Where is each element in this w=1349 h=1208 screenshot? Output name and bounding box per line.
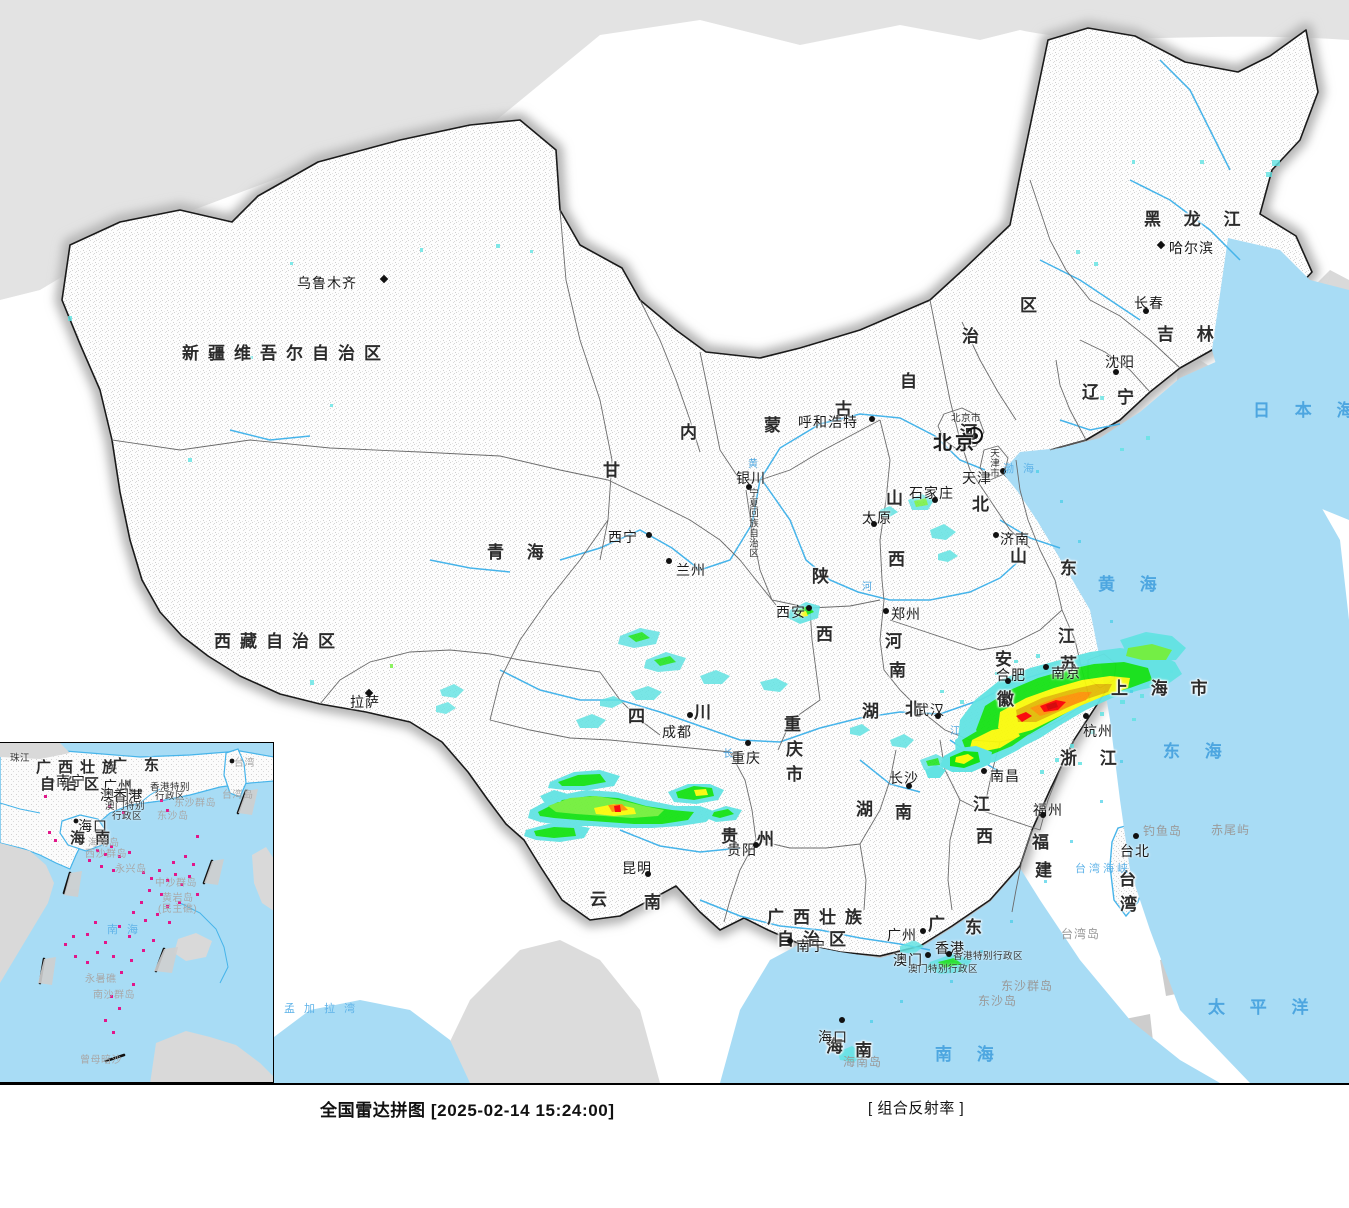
city-marker-dot: [993, 532, 999, 538]
city-marker-dot: [925, 952, 931, 958]
city-marker-dot: [981, 768, 987, 774]
city-marker-dot: [935, 713, 941, 719]
city-marker-dot: [666, 558, 672, 564]
city-marker-dot: [1005, 678, 1011, 684]
national-radar-map[interactable]: 新疆维吾尔自治区 西藏自治区青 海甘内蒙古自治区黑 龙 江吉 林辽宁河北山西山东陕…: [0, 0, 1349, 1083]
echo-jiangxi: [925, 746, 992, 778]
echo-northeast: [1076, 160, 1280, 451]
city-marker-dot: [883, 608, 889, 614]
city-marker-dot: [1043, 664, 1049, 670]
city-marker-dot: [753, 842, 759, 848]
city-marker-dot: [1113, 369, 1119, 375]
city-marker-dot: [787, 938, 793, 944]
city-marker-dot: [806, 605, 812, 611]
city-marker-dot: [946, 951, 952, 957]
city-marker-dot: [839, 1017, 845, 1023]
city-marker-dot: [645, 871, 651, 877]
page-title: 全国雷达拼图 [2025-02-14 15:24:00]: [320, 1101, 615, 1120]
city-marker-dot: [1133, 833, 1139, 839]
echo-yunnan: [524, 770, 742, 842]
city-marker-dot: [687, 712, 693, 718]
city-marker-dot: [1143, 308, 1149, 314]
city-marker-dot: [1000, 468, 1006, 474]
city-marker-dot: [646, 532, 652, 538]
city-marker-dot: [871, 521, 877, 527]
beijing-capital-marker: [966, 427, 983, 444]
echo-north: [880, 494, 958, 562]
city-marker-dot: [932, 497, 938, 503]
city-marker-dot: [746, 484, 752, 490]
city-marker-dot: [920, 928, 926, 934]
south-china-sea-inset[interactable]: 广西壮族 自治区广东南宁 广州 澳门 香港 香港特别 行政区 澳门特别 行政区 海口海南海南岛 西沙…: [0, 742, 274, 1083]
echo-south-coast: [838, 940, 972, 1062]
product-type-label: [ 组合反射率 ]: [868, 1100, 965, 1117]
footer-title-row: 全国雷达拼图 [2025-02-14 15:24:00] [ 组合反射率 ]: [0, 1096, 1349, 1120]
city-marker-dot: [1040, 812, 1046, 818]
echo-sichuan: [576, 628, 788, 728]
city-marker-dot: [745, 740, 751, 746]
legend-footer: 全国雷达拼图 [2025-02-14 15:24:00] [ 组合反射率 ] d…: [0, 1083, 1349, 1208]
echo-yangtze-delta: [940, 632, 1186, 774]
city-marker-dot: [869, 416, 875, 422]
city-marker-dot: [906, 783, 912, 789]
echo-tibet: [310, 664, 464, 714]
echo-xinjiang: [68, 244, 533, 462]
echo-central: [850, 724, 948, 770]
city-marker-dot: [1083, 713, 1089, 719]
